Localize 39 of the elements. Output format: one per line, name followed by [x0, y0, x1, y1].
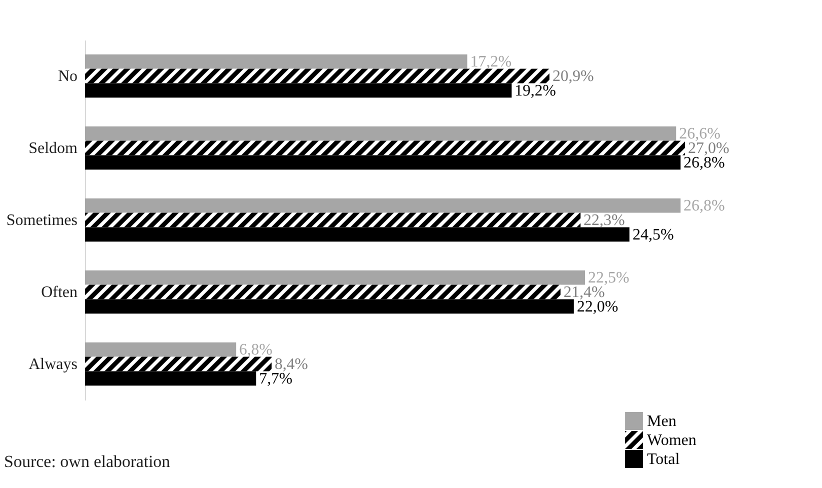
bar — [85, 356, 272, 372]
data-label: 20,9% — [552, 68, 594, 85]
data-label: 22,3% — [584, 212, 625, 229]
data-label: 21,4% — [564, 284, 605, 301]
bar — [85, 155, 681, 170]
bar — [85, 212, 581, 228]
bar — [85, 299, 574, 314]
data-label: 7,7% — [259, 370, 292, 388]
bar — [85, 198, 681, 213]
data-label: 19,2% — [514, 82, 556, 100]
y-tick-label: Always — [28, 356, 78, 373]
bar — [85, 227, 630, 242]
bar — [85, 270, 585, 285]
legend-label: Women — [647, 432, 696, 449]
data-label: 26,6% — [679, 126, 720, 143]
data-label: 27,0% — [688, 140, 730, 157]
bar — [85, 68, 550, 84]
data-label: 24,5% — [632, 226, 674, 244]
data-label: 17,2% — [470, 54, 512, 71]
bar — [85, 342, 236, 357]
y-tick-label: Often — [41, 284, 78, 301]
data-label: 26,8% — [684, 198, 725, 215]
source-note: Source: own elaboration — [4, 452, 170, 472]
bar — [85, 126, 676, 141]
data-label: 6,8% — [239, 342, 272, 359]
legend-label: Total — [647, 451, 680, 468]
y-tick-label: Sometimes — [6, 212, 78, 229]
bar — [85, 140, 685, 156]
data-label: 22,0% — [576, 298, 618, 316]
bar — [85, 284, 561, 300]
legend-label: Men — [647, 413, 676, 430]
data-label: 22,5% — [588, 270, 630, 287]
data-label: 8,4% — [274, 356, 308, 373]
y-tick-label: Seldom — [28, 140, 78, 157]
bar — [85, 54, 468, 69]
bar — [85, 371, 256, 386]
data-label: 26,8% — [684, 154, 725, 172]
y-tick-label: No — [58, 68, 78, 85]
bar — [85, 83, 512, 98]
